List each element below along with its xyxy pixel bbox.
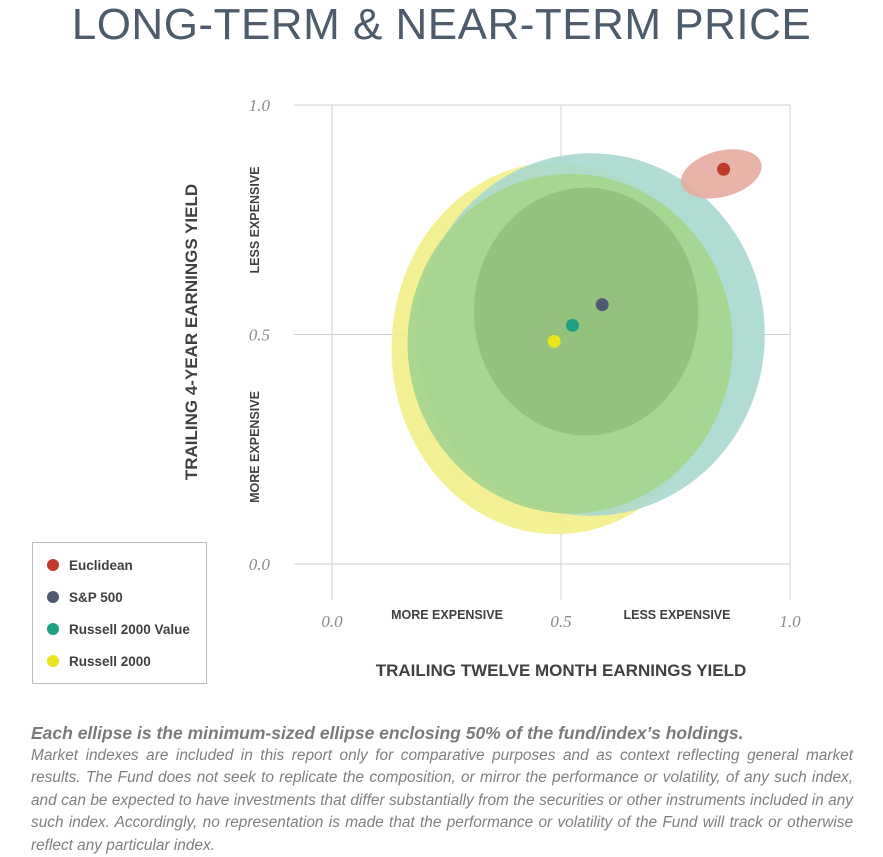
y-tick-label: 0.5 — [249, 326, 270, 345]
point-russell-2000-value — [565, 318, 579, 332]
footnote-lead: Each ellipse is the minimum-sized ellips… — [31, 723, 744, 743]
y-region-less-expensive: LESS EXPENSIVE — [248, 167, 262, 274]
ellipses — [391, 149, 765, 535]
y-region-more-expensive: MORE EXPENSIVE — [248, 391, 262, 503]
x-tick-label: 0.0 — [321, 612, 343, 631]
legend-label: Euclidean — [69, 557, 133, 573]
points — [547, 162, 731, 348]
y-tick-label: 1.0 — [249, 96, 271, 115]
scatter-chart: 1.0 0.5 0.0 0.0 0.5 1.0 MORE EXPENSIVE LESS EX… — [182, 96, 801, 680]
legend-label: Russell 2000 — [69, 653, 151, 669]
legend-item: Russell 2000 Value — [47, 619, 190, 639]
x-axis-label: TRAILING TWELVE MONTH EARNINGS YIELD — [376, 661, 747, 680]
region-labels: MORE EXPENSIVE LESS EXPENSIVE MORE EXPENSI… — [248, 167, 730, 622]
point-russell-2000 — [547, 334, 561, 348]
footnote: Each ellipse is the minimum-sized ellips… — [31, 722, 853, 857]
footnote-body: Market indexes are included in this repo… — [31, 746, 853, 854]
point-s-p-500 — [595, 298, 609, 312]
ellipse-inner — [473, 187, 699, 436]
legend-item: Euclidean — [47, 555, 133, 575]
legend-label: Russell 2000 Value — [69, 621, 190, 637]
y-axis-label: TRAILING 4-YEAR EARNINGS YIELD — [182, 184, 201, 480]
legend-marker — [47, 559, 59, 571]
tick-labels: 1.0 0.5 0.0 0.0 0.5 1.0 — [249, 96, 801, 631]
legend-item: S&P 500 — [47, 587, 123, 607]
y-tick-label: 0.0 — [249, 555, 271, 574]
legend-label: S&P 500 — [69, 589, 123, 605]
point-euclidean — [717, 162, 731, 176]
legend-marker — [47, 655, 59, 667]
page-title: LONG-TERM & NEAR-TERM PRICE — [71, 0, 812, 49]
legend-item: Russell 2000 — [47, 651, 151, 671]
legend-marker — [47, 591, 59, 603]
legend: Euclidean S&P 500 Russell 2000 Value Russel… — [32, 542, 207, 684]
x-tick-label: 1.0 — [779, 612, 801, 631]
x-tick-label: 0.5 — [550, 612, 571, 631]
x-region-more-expensive: MORE EXPENSIVE — [391, 608, 503, 622]
legend-marker — [47, 623, 59, 635]
x-region-less-expensive: LESS EXPENSIVE — [624, 608, 731, 622]
